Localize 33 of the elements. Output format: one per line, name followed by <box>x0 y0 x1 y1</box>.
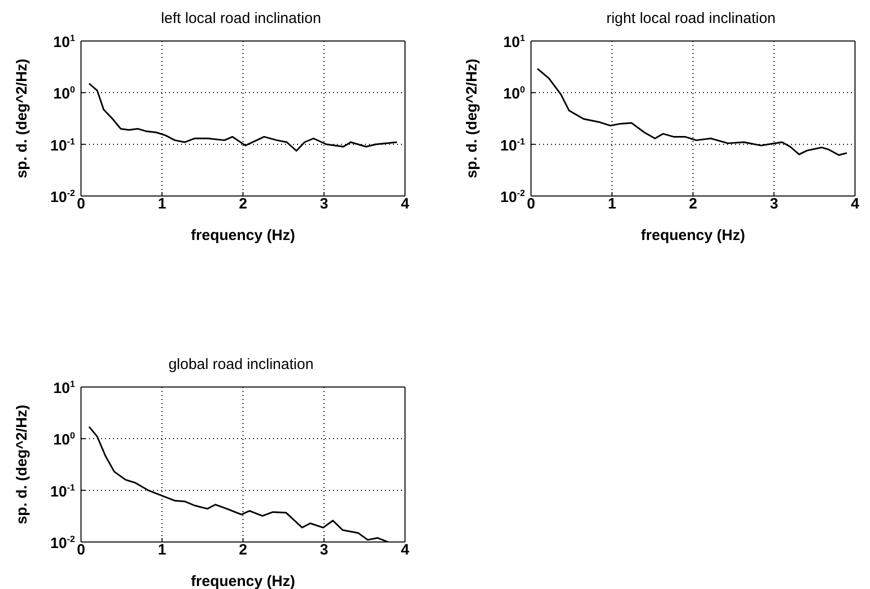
x-axis-title: frequency (Hz) <box>190 573 296 589</box>
x-tick-label: 0 <box>76 542 86 559</box>
chart-title: global road inclination <box>167 355 315 375</box>
y-tick-label: 10$^{-1}$ <box>500 136 525 154</box>
y-tick-label: 10$^{-1}$ <box>50 482 75 500</box>
x-tick-label: 1 <box>608 196 616 213</box>
y-tick-label: 10$^{0}$ <box>53 430 75 449</box>
y-tick-label: 10$^{1}$ <box>503 32 525 51</box>
x-tick-label: 0 <box>76 196 86 213</box>
x-tick-label: 2 <box>238 542 248 559</box>
y-tick-label: 10$^{0}$ <box>503 84 525 103</box>
y-tick-label: 10$^{-2}$ <box>50 534 75 552</box>
x-axis-title: frequency (Hz) <box>640 227 746 244</box>
chart-title: right local road inclination <box>605 9 777 29</box>
y-tick-label: 10$^{0}$ <box>53 84 75 103</box>
chart-title: left local road inclination <box>160 9 322 29</box>
x-tick-label: 4 <box>400 196 410 213</box>
x-tick-label: 4 <box>850 196 860 213</box>
y-tick-label: 10$^{1}$ <box>53 378 75 397</box>
x-tick-label: 3 <box>320 542 328 559</box>
y-tick-label: 10$^{1}$ <box>53 32 75 51</box>
x-tick-label: 0 <box>526 196 536 213</box>
x-tick-label: 2 <box>688 196 698 213</box>
y-tick-label: 10$^{-2}$ <box>50 188 75 206</box>
x-axis-title: frequency (Hz) <box>190 227 296 244</box>
x-tick-label: 3 <box>770 196 778 213</box>
x-tick-label: 1 <box>158 196 166 213</box>
x-tick-label: 1 <box>158 542 166 559</box>
y-tick-label: 10$^{-1}$ <box>50 136 75 154</box>
y-tick-label: 10$^{-2}$ <box>500 188 525 206</box>
x-tick-label: 2 <box>238 196 248 213</box>
x-tick-label: 3 <box>320 196 328 213</box>
x-tick-label: 4 <box>400 542 410 559</box>
